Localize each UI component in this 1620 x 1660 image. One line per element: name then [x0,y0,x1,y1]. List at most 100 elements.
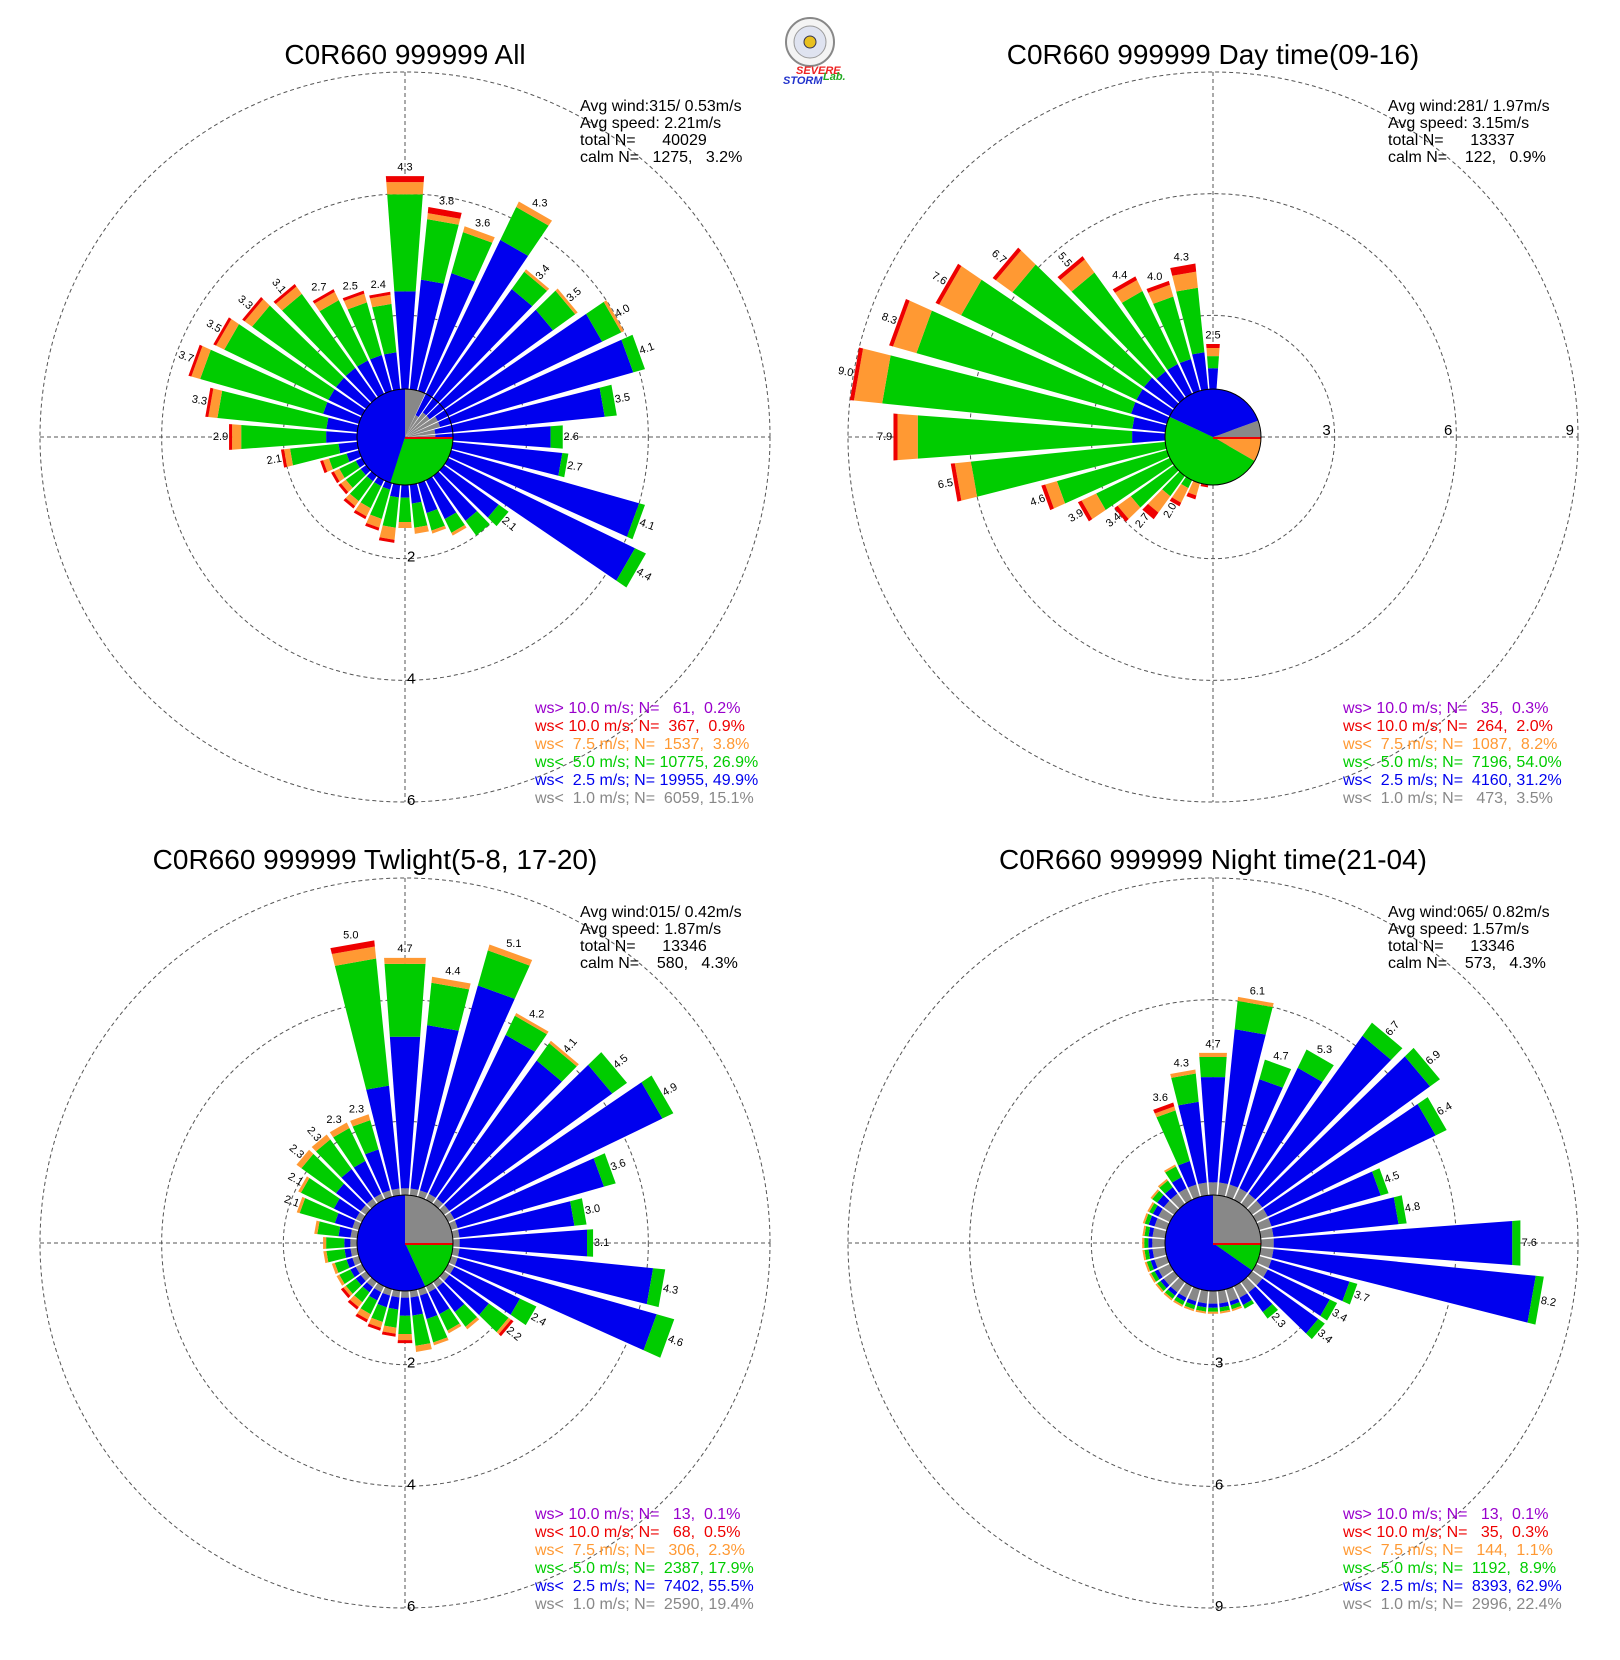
rose-bar-segment [353,509,367,520]
rose-bar-segment [345,1278,362,1294]
rose-bar-segment [323,1236,327,1250]
legend-entry: ws< 1.0 m/s; N= 473, 3.5% [1342,790,1553,807]
bar-total-label: 2.3 [326,1114,341,1126]
rose-bar-segment [444,1275,489,1316]
bar-total-label: 4.7 [1205,1038,1220,1050]
rose-bar-segment [1186,1298,1197,1306]
stat-line: calm N= 122, 0.9% [1388,149,1546,166]
rose-bar-segment [1169,497,1182,507]
rose-bar-segment [1271,1249,1536,1323]
rose-bar-segment [387,194,423,292]
rose-bar-segment [450,1082,663,1220]
rose-bar-segment [1148,284,1174,304]
stat-line: calm N= 573, 4.3% [1388,955,1546,972]
stat-line: total N= 13337 [1388,132,1515,149]
rose-bar-segment [333,1127,366,1168]
calm-pie-slice [390,437,453,486]
rose-bar-segment [1200,484,1209,488]
rose-bar-segment [954,461,978,501]
stat-line: Avg wind:065/ 0.82m/s [1388,904,1550,921]
stat-line: calm N= 1275, 3.2% [580,149,742,166]
ring-label: 6 [407,792,415,809]
rose-bar-segment [1219,1305,1230,1312]
rose-bar-segment [950,463,962,502]
calm-pie-outline [356,388,454,486]
bar-total-label: 2.9 [213,431,228,443]
legend-entry: ws< 7.5 m/s; N= 1087, 8.2% [1342,736,1557,753]
rose-bar-segment [367,1323,381,1331]
rose-bar-segment [205,387,214,418]
rose-bar-segment [1154,1106,1176,1118]
rose-bar-segment [369,291,391,299]
bar-total-label: 3.6 [1153,1092,1168,1104]
rose-bar-segment [593,1153,616,1187]
rose-bar-segment [1149,1273,1156,1283]
rose-bar-segment [333,1198,360,1220]
legend-entry: ws< 1.0 m/s; N= 2996, 22.4% [1342,1596,1562,1613]
bar-total-label: 3.0 [584,1203,601,1217]
rose-bar-segment [1206,343,1220,349]
legend-entry: ws< 2.5 m/s; N= 4160, 31.2% [1342,772,1562,789]
ring-label: 3 [1322,422,1330,439]
rose-bar-segment [398,1315,412,1335]
rose-bar-segment [283,448,293,467]
rose-bar-segment [369,294,392,308]
rose-bar-segment [426,509,445,531]
rose-bar-segment [1219,1301,1229,1308]
panel-title: C0R660 999999 Night time(21-04) [999,844,1427,875]
rose-bar-segment [252,305,344,388]
bar-total-label: 2.6 [564,431,579,443]
rose-bar-segment [458,1248,654,1305]
rose-bar-segment [1171,1073,1199,1106]
rose-bar-segment [897,413,918,461]
rose-bar-segment [1148,1238,1153,1248]
rose-bar-segment [1237,996,1274,1008]
rose-bar-segment [366,514,382,528]
rose-bar-segment [349,1295,363,1308]
rose-bar-segment [372,303,397,355]
rose-bar-segment [1262,1304,1279,1319]
rose-bar-segment [487,504,509,527]
bar-total-label: 4.1 [638,517,656,534]
ring-label: 6 [1215,1476,1223,1493]
rose-bar-segment [323,458,333,472]
bar-total-label: 3.7 [1352,1289,1370,1306]
rose-bar-segment [849,347,864,401]
bar-total-label: 4.3 [397,161,412,173]
rose-bar-segment [935,263,962,305]
rose-bar-segment [300,1178,340,1209]
rose-bar-segment [345,469,366,488]
rose-bar-segment [487,944,533,966]
ring-label: 6 [1444,422,1452,439]
rose-bar-segment [893,413,898,461]
rose-bar-segment [343,1285,353,1297]
rose-bar-segment [893,300,932,354]
rose-bar-segment [1197,1301,1207,1308]
grid-ring [161,193,649,681]
rose-bar-segment [314,1220,320,1235]
rose-bar-segment [1142,1237,1145,1249]
stat-line: Avg wind:015/ 0.42m/s [580,904,742,921]
rose-bar-segment [1196,1305,1207,1312]
rose-bar-segment [224,324,335,400]
stat-line: calm N= 580, 4.3% [580,955,738,972]
logo-line-severe: SEVERE [796,65,841,77]
rose-bar-segment [643,1314,675,1358]
rose-bar-segment [213,317,232,346]
bar-total-label: 2.7 [311,282,326,294]
rose-bar-segment [331,946,377,966]
stat-line: Avg speed: 2.21m/s [580,115,721,132]
rose-bar-segment [394,291,416,413]
rose-bar-segment [1259,1059,1292,1088]
rose-bar-segment [1146,1260,1154,1272]
rose-bar-segment [430,450,636,581]
rose-bar-segment [244,299,270,327]
rose-bar-segment [1012,264,1152,388]
bar-total-label: 3.1 [594,1237,609,1249]
rose-bar-segment [1152,1190,1164,1203]
rose-bar-segment [1114,505,1129,522]
rose-bar-segment [1144,1249,1151,1260]
calm-pie-slice [405,1243,453,1287]
